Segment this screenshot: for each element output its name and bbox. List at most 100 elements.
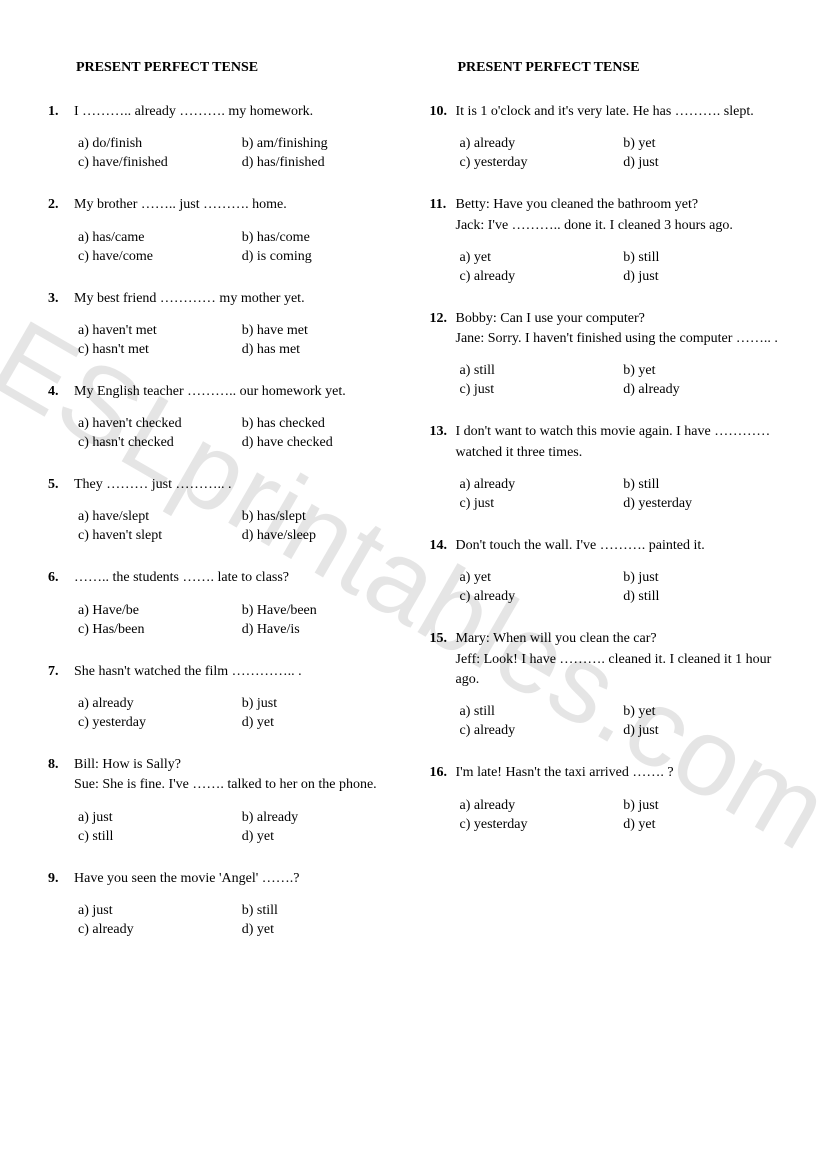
option: d) just <box>623 155 781 171</box>
option: d) just <box>623 269 781 285</box>
option: b) has checked <box>242 416 400 432</box>
question: 9.Have you seen the movie 'Angel' …….? a)… <box>48 869 400 938</box>
right-column: PRESENT PERFECT TENSE 10.It is 1 o'clock… <box>430 60 782 962</box>
option: a) haven't checked <box>78 416 236 432</box>
question: 11.Betty: Have you cleaned the bathroom … <box>430 195 782 285</box>
option: a) Have/be <box>78 603 236 619</box>
option: d) just <box>623 723 781 739</box>
option: d) has/finished <box>242 155 400 171</box>
option: b) has/slept <box>242 509 400 525</box>
question: 14.Don't touch the wall. I've ………. paint… <box>430 536 782 605</box>
option: a) already <box>460 798 618 814</box>
question: 16.I'm late! Hasn't the taxi arrived …….… <box>430 763 782 832</box>
question-number: 7. <box>48 662 74 682</box>
option: b) have met <box>242 323 400 339</box>
question-text: Mary: When will you clean the car?Jeff: … <box>456 629 782 690</box>
question-stem: 8.Bill: How is Sally?Sue: She is fine. I… <box>48 755 400 796</box>
option: b) still <box>623 477 781 493</box>
left-questions: 1.I ……….. already ………. my homework. a) do… <box>48 102 400 938</box>
option: b) still <box>623 250 781 266</box>
question-stem: 6.…….. the students ……. late to class? <box>48 568 400 588</box>
question-text: My brother …….. just ………. home. <box>74 195 400 215</box>
question-text: Bill: How is Sally?Sue: She is fine. I'v… <box>74 755 400 796</box>
option: c) yesterday <box>460 155 618 171</box>
left-column: PRESENT PERFECT TENSE 1.I ……….. already … <box>48 60 400 962</box>
question-stem: 12.Bobby: Can I use your computer?Jane: … <box>430 309 782 350</box>
question: 7.She hasn't watched the film ………….. .a)… <box>48 662 400 731</box>
option: b) still <box>242 903 400 919</box>
question: 4.My English teacher ……….. our homework … <box>48 382 400 451</box>
worksheet-page: PRESENT PERFECT TENSE 1.I ……….. already … <box>0 0 821 1002</box>
option: b) has/come <box>242 230 400 246</box>
option: a) yet <box>460 570 618 586</box>
question-text: Have you seen the movie 'Angel' …….? <box>74 869 400 889</box>
option: b) yet <box>623 136 781 152</box>
option: a) have/slept <box>78 509 236 525</box>
question: 8.Bill: How is Sally?Sue: She is fine. I… <box>48 755 400 845</box>
option: a) has/came <box>78 230 236 246</box>
option: b) yet <box>623 704 781 720</box>
question: 12.Bobby: Can I use your computer?Jane: … <box>430 309 782 399</box>
question-number: 12. <box>430 309 456 350</box>
question-options: a) have/sleptb) has/sleptc) haven't slep… <box>78 509 400 544</box>
question-number: 16. <box>430 763 456 783</box>
option: c) still <box>78 829 236 845</box>
question-options: a) alreadyb) justc) yesterdayd) yet <box>78 696 400 731</box>
option: c) already <box>460 269 618 285</box>
question-options: a) haven't metb) have metc) hasn't metd)… <box>78 323 400 358</box>
question-number: 14. <box>430 536 456 556</box>
question-number: 6. <box>48 568 74 588</box>
question-number: 13. <box>430 422 456 463</box>
question-text: Don't touch the wall. I've ………. painted … <box>456 536 782 556</box>
option: b) Have/been <box>242 603 400 619</box>
question: 1.I ……….. already ………. my homework. a) do… <box>48 102 400 171</box>
question-number: 1. <box>48 102 74 122</box>
option: c) yesterday <box>460 817 618 833</box>
question-stem: 16.I'm late! Hasn't the taxi arrived …….… <box>430 763 782 783</box>
question-stem: 9.Have you seen the movie 'Angel' …….? <box>48 869 400 889</box>
question-text: My English teacher ……….. our homework ye… <box>74 382 400 402</box>
question-number: 5. <box>48 475 74 495</box>
question-number: 10. <box>430 102 456 122</box>
question-text: I ……….. already ………. my homework. <box>74 102 400 122</box>
question-options: a) alreadyb) stillc) justd) yesterday <box>460 477 782 512</box>
question-text: They ……… just ……….. . <box>74 475 400 495</box>
question: 3.My best friend ………… my mother yet.a) h… <box>48 289 400 358</box>
option: c) yesterday <box>78 715 236 731</box>
option: b) already <box>242 810 400 826</box>
question-stem: 11.Betty: Have you cleaned the bathroom … <box>430 195 782 236</box>
option: d) yet <box>242 922 400 938</box>
right-questions: 10.It is 1 o'clock and it's very late. H… <box>430 102 782 833</box>
question-text: I don't want to watch this movie again. … <box>456 422 782 463</box>
question-options: a) justb) alreadyc) stilld) yet <box>78 810 400 845</box>
question-options: a) do/finishb) am/finishingc) have/finis… <box>78 136 400 171</box>
question-options: a) Have/beb) Have/beenc) Has/beend) Have… <box>78 603 400 638</box>
option: d) has met <box>242 342 400 358</box>
question-number: 4. <box>48 382 74 402</box>
option: d) yet <box>623 817 781 833</box>
option: d) already <box>623 382 781 398</box>
option: c) have/finished <box>78 155 236 171</box>
question-stem: 3.My best friend ………… my mother yet. <box>48 289 400 309</box>
question: 2.My brother …….. just ………. home.a) has/… <box>48 195 400 264</box>
question-number: 8. <box>48 755 74 796</box>
option: d) yesterday <box>623 496 781 512</box>
left-title: PRESENT PERFECT TENSE <box>76 60 400 76</box>
option: d) have/sleep <box>242 528 400 544</box>
option: a) still <box>460 363 618 379</box>
option: b) just <box>623 570 781 586</box>
question-number: 11. <box>430 195 456 236</box>
question-options: a) stillb) yetc) justd) already <box>460 363 782 398</box>
option: c) hasn't met <box>78 342 236 358</box>
question-stem: 10.It is 1 o'clock and it's very late. H… <box>430 102 782 122</box>
option: c) hasn't checked <box>78 435 236 451</box>
question-text: I'm late! Hasn't the taxi arrived ……. ? <box>456 763 782 783</box>
option: b) just <box>623 798 781 814</box>
question-options: a) justb) stillc) alreadyd) yet <box>78 903 400 938</box>
option: c) have/come <box>78 249 236 265</box>
question-options: a) yetb) justc) alreadyd) still <box>460 570 782 605</box>
question-options: a) stillb) yetc) alreadyd) just <box>460 704 782 739</box>
question-number: 9. <box>48 869 74 889</box>
option: d) Have/is <box>242 622 400 638</box>
option: d) yet <box>242 829 400 845</box>
